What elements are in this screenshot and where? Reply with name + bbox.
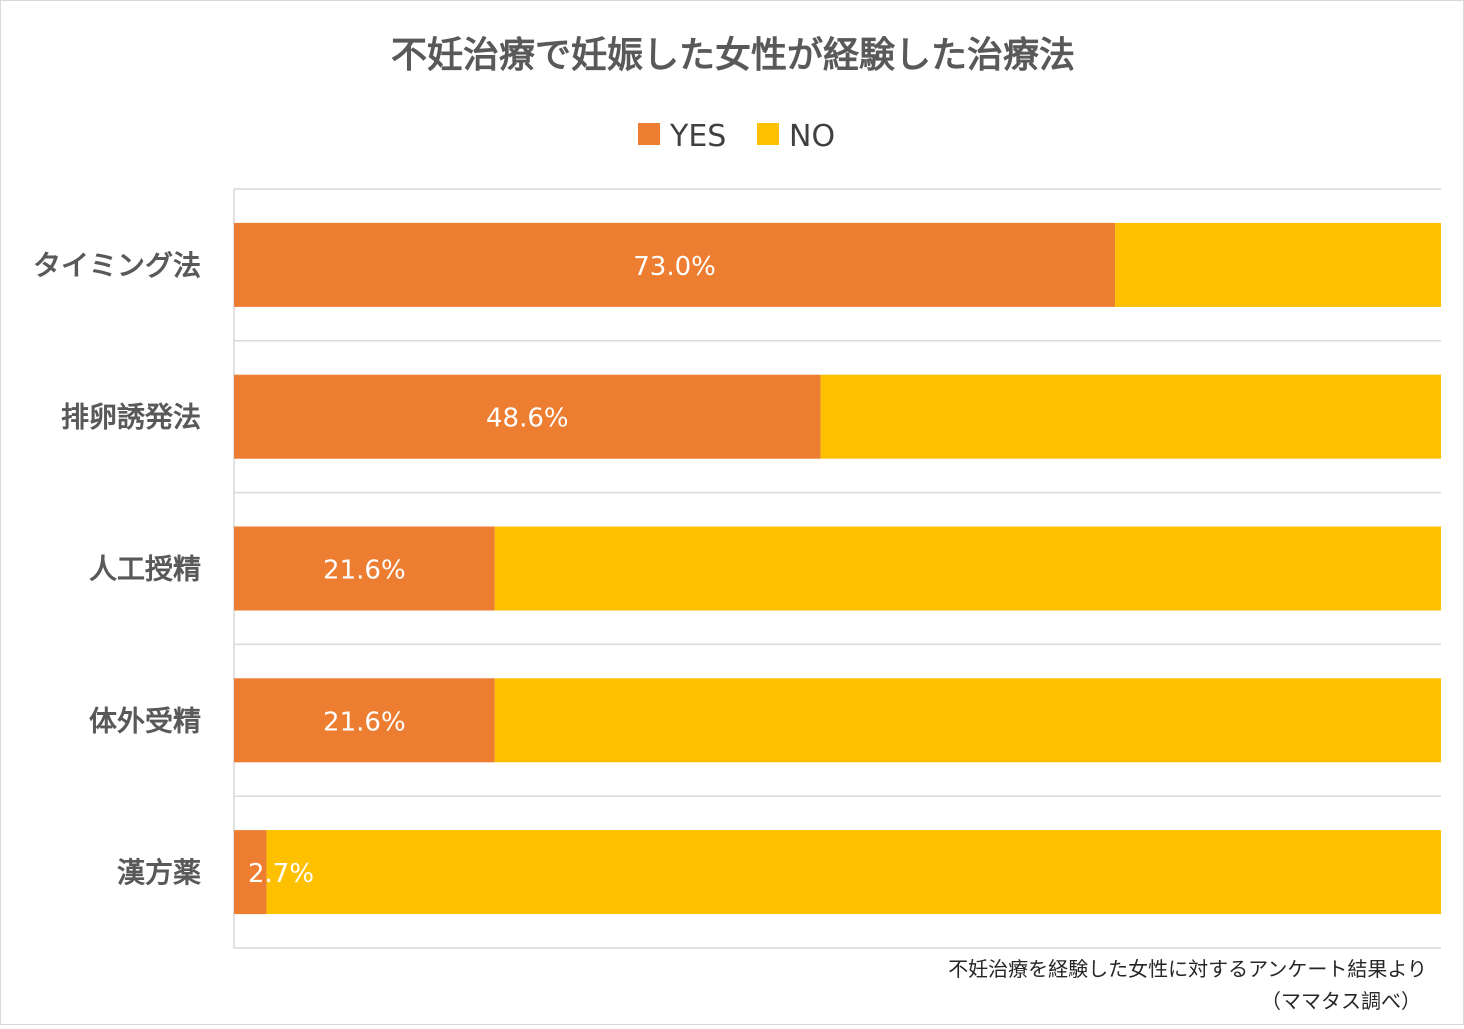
data-labels: 73.0% 48.6% 21.6% 21.6% 2.7% <box>248 252 716 889</box>
category-label: 体外受精 <box>89 704 201 737</box>
category-label: 漢方薬 <box>117 856 201 889</box>
data-label-yes: 73.0% <box>633 252 716 282</box>
bar-yes <box>234 222 1116 307</box>
category-label: タイミング法 <box>33 249 201 282</box>
footnote-line-2: （ママタス調べ） <box>1261 989 1421 1013</box>
bars <box>234 222 1441 915</box>
bar-no <box>494 526 1441 611</box>
category-label: 人工授精 <box>89 553 201 586</box>
bar-yes <box>234 830 267 915</box>
footnote-line-1: 不妊治療を経験した女性に対するアンケート結果より <box>948 957 1427 981</box>
gridlines <box>233 188 1441 949</box>
bar-yes <box>234 526 495 611</box>
data-label-yes: 21.6% <box>323 556 406 586</box>
bar-no <box>266 830 1441 915</box>
bar-no <box>494 678 1441 763</box>
legend-label-yes: YES <box>669 119 726 154</box>
category-label: 排卵誘発法 <box>61 401 201 434</box>
data-label-yes: 48.6% <box>486 404 569 434</box>
bar-no <box>1115 222 1441 307</box>
data-label-yes: 2.7% <box>248 859 314 889</box>
chart-title: 不妊治療で妊娠した女性が経験した治療法 <box>391 35 1075 76</box>
bar-no <box>820 374 1441 459</box>
legend: YES NO <box>638 119 835 154</box>
legend-label-no: NO <box>789 119 835 154</box>
bar-yes <box>234 374 821 459</box>
bar-yes <box>234 678 495 763</box>
data-label-yes: 21.6% <box>323 707 406 737</box>
legend-swatch-yes <box>638 123 660 145</box>
legend-swatch-no <box>757 123 779 145</box>
